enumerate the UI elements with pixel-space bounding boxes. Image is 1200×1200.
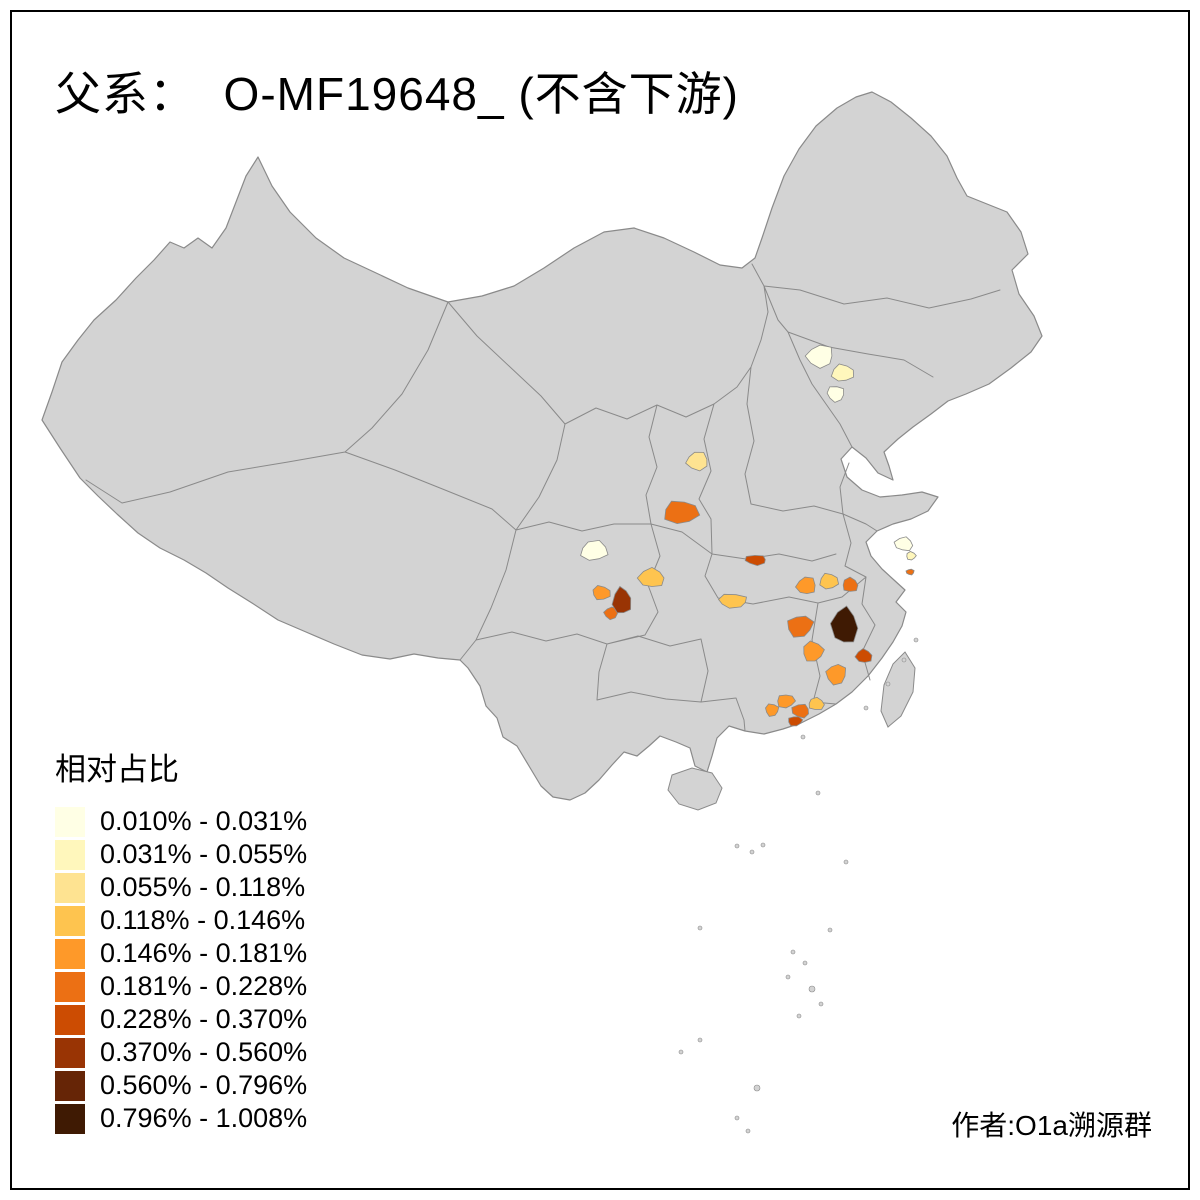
legend-item: 0.228% - 0.370% [55, 1003, 307, 1036]
legend-swatch [55, 1070, 85, 1101]
prefecture-region [592, 585, 611, 601]
prefecture-region [717, 593, 747, 609]
islet [818, 1001, 824, 1007]
prefecture-region [830, 363, 854, 382]
legend-item: 0.181% - 0.228% [55, 970, 307, 1003]
legend-item: 0.118% - 0.146% [55, 904, 307, 937]
islet [800, 734, 806, 740]
legend-label: 0.010% - 0.031% [100, 806, 308, 836]
legend-label: 0.118% - 0.146% [100, 905, 306, 935]
islet [678, 1049, 684, 1055]
legend-item: 0.010% - 0.031% [55, 805, 307, 838]
prefecture-region [794, 576, 816, 595]
islet [885, 681, 891, 687]
prefecture-region [842, 576, 859, 592]
islet [863, 705, 869, 711]
islet [790, 949, 796, 955]
legend-swatch [55, 1103, 85, 1134]
legend-label: 0.055% - 0.118% [100, 872, 306, 902]
hainan-island [667, 767, 723, 811]
prefecture-region [854, 648, 873, 663]
islet [697, 1037, 703, 1043]
islet [753, 1084, 761, 1092]
prefecture-region [765, 703, 780, 717]
legend-item: 0.370% - 0.560% [55, 1036, 307, 1069]
islet [697, 925, 703, 931]
prefecture-region [819, 572, 840, 590]
taiwan-island [880, 651, 916, 728]
legend-label: 0.560% - 0.796% [100, 1070, 308, 1100]
legend-item: 0.146% - 0.181% [55, 937, 307, 970]
prefecture-region [791, 703, 809, 719]
islet [760, 842, 766, 848]
legend-label: 0.181% - 0.228% [100, 971, 308, 1001]
islet [734, 843, 740, 849]
author-credit: 作者:O1a溯源群 [951, 1110, 1152, 1141]
islet [843, 859, 849, 865]
legend: 相对占比 0.010% - 0.031% 0.031% - 0.055% 0.055… [55, 744, 307, 1135]
islet [802, 960, 808, 966]
legend-items: 0.010% - 0.031% 0.031% - 0.055% 0.055% - 0… [55, 805, 307, 1135]
prefecture-region [826, 386, 845, 403]
legend-item: 0.560% - 0.796% [55, 1069, 307, 1102]
islet [808, 985, 816, 993]
legend-swatch [55, 839, 85, 870]
prefecture-region [788, 716, 804, 727]
islet [815, 790, 821, 796]
prefecture-region [636, 566, 665, 587]
prefecture-region [905, 568, 915, 576]
legend-label: 0.146% - 0.181% [100, 938, 308, 968]
legend-swatch [55, 872, 85, 903]
prefecture-region [611, 585, 632, 614]
prefecture-region [804, 344, 833, 369]
islet [785, 974, 791, 980]
legend-title: 相对占比 [55, 752, 179, 787]
legend-swatch [55, 971, 85, 1002]
prefecture-region [777, 694, 797, 709]
prefecture-region [825, 663, 847, 686]
prefecture-region [787, 615, 815, 638]
legend-label: 0.796% - 1.008% [100, 1103, 308, 1133]
prefecture-region [685, 451, 708, 472]
prefecture-region [893, 536, 914, 552]
legend-swatch [55, 938, 85, 969]
legend-item: 0.055% - 0.118% [55, 871, 307, 904]
legend-item: 0.031% - 0.055% [55, 838, 307, 871]
legend-swatch [55, 905, 85, 936]
prefecture-region [803, 640, 825, 662]
legend-swatch [55, 1037, 85, 1068]
legend-swatch [55, 1004, 85, 1035]
islet [749, 849, 755, 855]
islet [796, 1013, 802, 1019]
islet [913, 637, 919, 643]
prefecture-region [829, 605, 859, 643]
prefecture-region [906, 551, 917, 561]
legend-item: 0.796% - 1.008% [55, 1102, 307, 1135]
legend-label: 0.370% - 0.560% [100, 1037, 308, 1067]
map-title: 父系： O-MF19648_ (不含下游) [55, 68, 739, 120]
legend-swatch [55, 806, 85, 837]
legend-label: 0.031% - 0.055% [100, 839, 308, 869]
prefecture-region [664, 500, 701, 525]
islet [745, 1128, 751, 1134]
prefecture-regions [580, 344, 917, 727]
prefecture-region [744, 554, 766, 567]
islet [734, 1115, 740, 1121]
islet [901, 657, 907, 663]
prefecture-region [580, 539, 609, 561]
small-islands [678, 637, 919, 1134]
islet [827, 927, 833, 933]
prefecture-region [808, 696, 825, 710]
legend-label: 0.228% - 0.370% [100, 1004, 308, 1034]
